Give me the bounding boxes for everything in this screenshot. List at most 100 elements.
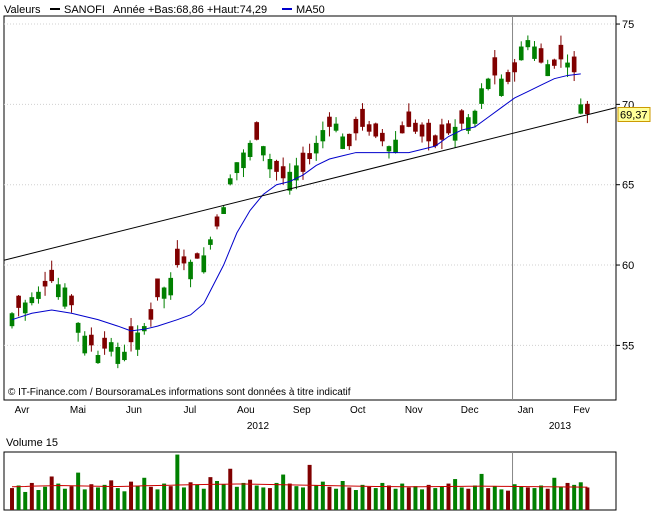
- volume-bar: [221, 484, 226, 510]
- volume-bar: [499, 489, 504, 510]
- volume-bar: [234, 486, 239, 510]
- candle-body: [175, 248, 180, 266]
- volume-bar: [267, 488, 272, 510]
- candle-body: [479, 88, 484, 104]
- candle-body: [518, 46, 524, 61]
- volume-bar: [168, 486, 173, 510]
- candlesticks: [9, 35, 590, 369]
- candle-body: [300, 152, 306, 172]
- candle-body: [439, 124, 445, 140]
- candle-body: [505, 72, 511, 82]
- ma-swatch: [282, 8, 292, 10]
- x-axis: Avr Mai Jun Jul Aou Sep Oct Nov Dec Jan Fev 2012 201…: [15, 405, 590, 432]
- volume-bar: [314, 485, 319, 510]
- candle-body: [254, 122, 260, 140]
- month-label-Dec: Dec: [461, 405, 479, 416]
- volume-bar: [426, 484, 431, 510]
- volume-bar: [459, 487, 464, 510]
- volume-bar: [572, 484, 577, 510]
- volume-bar: [254, 485, 259, 510]
- candle-body: [552, 59, 557, 66]
- volume-bar: [215, 481, 220, 510]
- candle-body: [459, 110, 465, 124]
- candle-body: [280, 166, 286, 179]
- volume-bar: [453, 479, 458, 510]
- candle-body: [29, 297, 35, 304]
- candle-body: [9, 313, 15, 327]
- volume-bar: [109, 480, 114, 510]
- volume-bar: [360, 484, 365, 510]
- candle-body: [227, 178, 233, 185]
- year-label-2013: 2013: [549, 421, 572, 432]
- y-tick-label-75: 75: [622, 19, 634, 31]
- volume-bar: [294, 486, 299, 510]
- volume-bar: [519, 486, 524, 510]
- candle-body: [122, 351, 127, 361]
- volume-bar: [406, 487, 411, 510]
- volume-bar: [400, 483, 405, 510]
- volume-bar: [16, 485, 21, 510]
- month-label-Jan: Jan: [518, 405, 534, 416]
- candle-body: [141, 326, 147, 332]
- candle-body: [545, 64, 551, 77]
- candle-body: [161, 287, 167, 299]
- stats-text: Année +Bas:68,86 +Haut:74,29: [113, 4, 267, 16]
- volume-bar: [175, 454, 180, 510]
- volume-bar: [320, 481, 325, 510]
- candle-body: [313, 142, 319, 154]
- candle-body: [62, 287, 68, 307]
- candle-body: [380, 132, 385, 142]
- volume-bar: [281, 474, 286, 510]
- volume-bar: [367, 486, 372, 510]
- volume-bar: [466, 488, 471, 510]
- volume-bar: [446, 483, 451, 510]
- volume-bar: [228, 468, 233, 510]
- candle-body: [55, 284, 61, 298]
- volume-bar: [129, 481, 134, 510]
- ma-label: MA50: [296, 4, 325, 16]
- volume-bar: [479, 473, 484, 510]
- volume-bar: [49, 476, 54, 510]
- candle-body: [42, 280, 48, 287]
- candle-body: [36, 291, 41, 299]
- candle-body: [155, 278, 160, 298]
- overlay-lines: [3, 73, 617, 332]
- volume-bar: [539, 485, 544, 510]
- month-label-Sep: Sep: [293, 405, 311, 416]
- volume-bar: [307, 464, 312, 510]
- candle-body: [208, 239, 213, 245]
- candle-body: [128, 326, 134, 343]
- footer-note: © IT-Finance.com / BoursoramaLes informa…: [8, 387, 351, 398]
- volume-bar: [82, 489, 87, 510]
- candle-body: [512, 62, 517, 73]
- candle-body: [274, 160, 279, 172]
- candle-body: [466, 117, 471, 131]
- volume-bar: [89, 484, 94, 510]
- volume-bar: [393, 488, 398, 510]
- volume-title: Volume 15: [6, 437, 58, 449]
- candle-body: [578, 104, 584, 114]
- volume-bar: [552, 477, 557, 510]
- candle-body: [446, 123, 451, 134]
- volume-bar: [102, 484, 107, 510]
- volume-bar: [56, 483, 61, 510]
- candle-body: [393, 139, 398, 153]
- candle-body: [307, 153, 312, 159]
- last-price-tag: [617, 106, 651, 122]
- candle-body: [188, 261, 193, 280]
- volume-bar: [439, 486, 444, 510]
- candle-body: [221, 207, 226, 214]
- candle-body: [360, 108, 365, 127]
- year-label-2012: 2012: [247, 421, 270, 432]
- volume-bar: [433, 488, 438, 510]
- month-label-Avr: Avr: [15, 405, 30, 416]
- candle-body: [168, 277, 174, 296]
- volume-bar: [373, 488, 378, 510]
- candle-body: [320, 130, 326, 142]
- volume-bar: [492, 486, 497, 510]
- candle-body: [585, 103, 590, 115]
- candle-body: [571, 56, 577, 73]
- volume-bars: [10, 454, 590, 510]
- volume-bar: [36, 490, 41, 510]
- candle-body: [16, 295, 21, 308]
